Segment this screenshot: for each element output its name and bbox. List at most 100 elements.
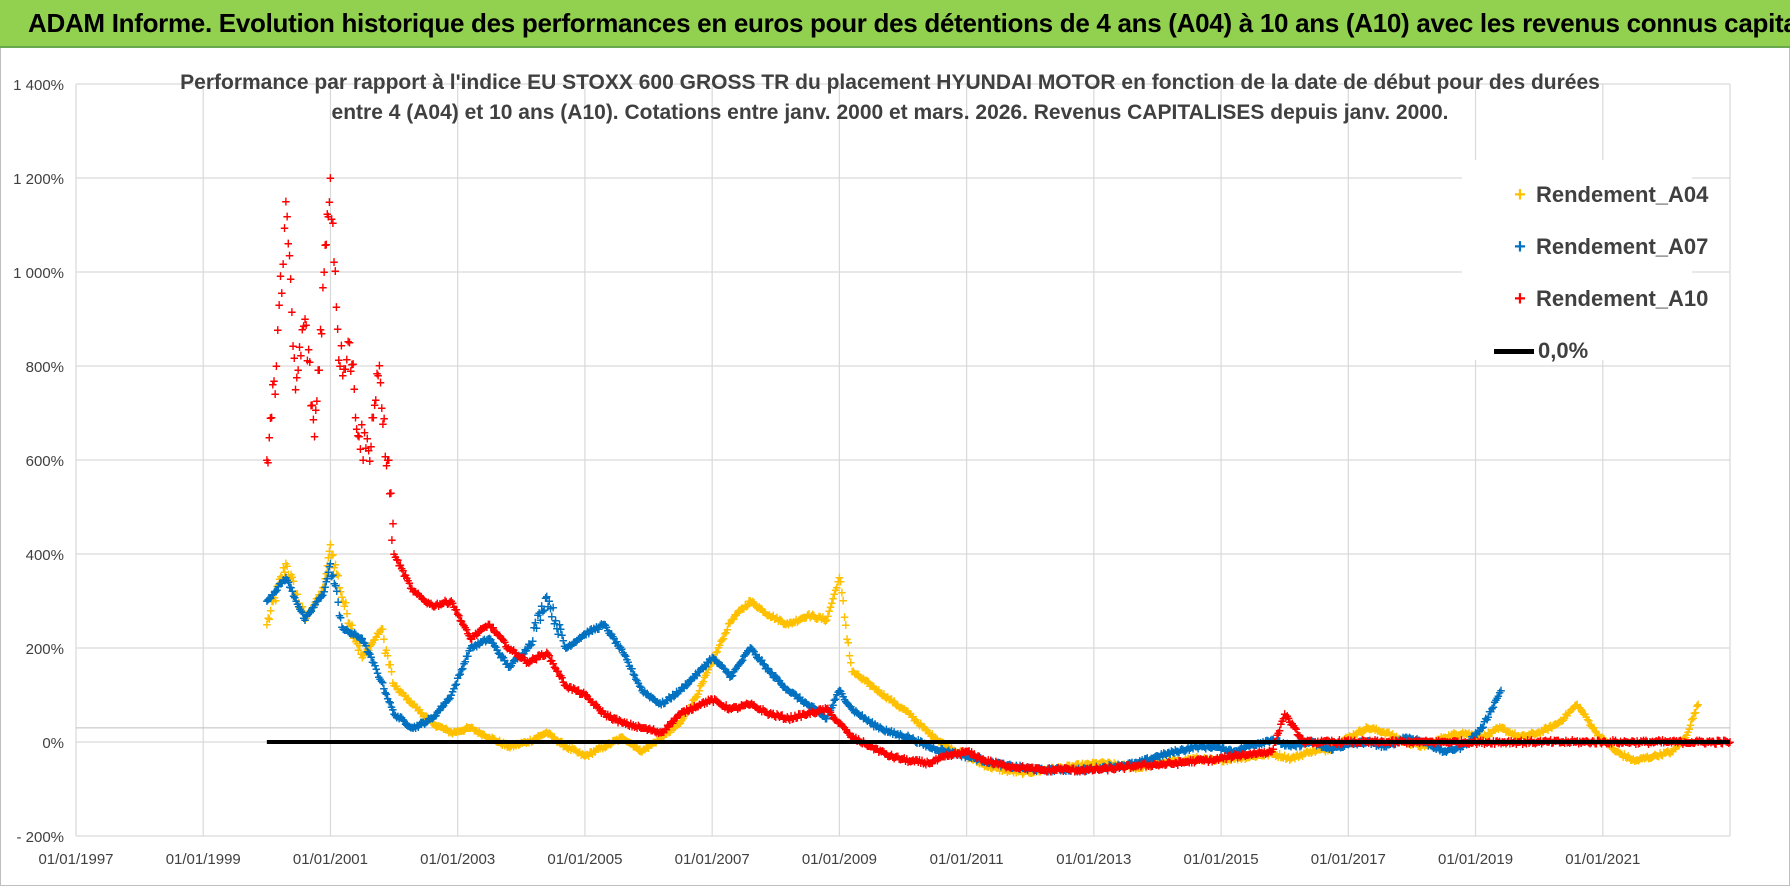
data-point: + (378, 622, 388, 636)
data-point: + (637, 744, 647, 758)
data-point: + (589, 744, 599, 758)
data-point: + (502, 657, 512, 671)
data-point: + (800, 611, 810, 625)
data-point: + (1421, 738, 1431, 752)
data-point: + (285, 572, 295, 586)
data-point: + (1437, 732, 1447, 746)
banner-title: ADAM Informe. Evolution historique des p… (28, 8, 1790, 39)
data-point: + (369, 633, 379, 647)
data-point: + (632, 739, 642, 753)
data-point: + (488, 636, 498, 650)
data-point: + (1669, 741, 1679, 755)
data-point: + (804, 607, 814, 621)
data-point: + (865, 679, 875, 693)
data-point: + (482, 730, 492, 744)
data-point: + (1229, 751, 1239, 765)
data-point: + (767, 610, 777, 624)
data-point: + (408, 721, 418, 735)
data-point: + (912, 715, 922, 729)
data-point: + (514, 649, 524, 663)
data-point: + (399, 714, 409, 728)
data-point: + (345, 626, 355, 640)
data-point: + (425, 712, 435, 726)
data-point: + (1609, 744, 1619, 758)
data-point: + (1042, 763, 1052, 777)
data-point: + (395, 710, 405, 724)
data-point: + (356, 631, 366, 645)
data-point: + (523, 641, 533, 655)
data-point: + (1679, 731, 1689, 745)
data-point: + (773, 614, 783, 628)
data-point: + (1026, 766, 1036, 780)
data-point: + (1362, 721, 1372, 735)
data-point: + (1551, 717, 1561, 731)
data-point: + (392, 679, 402, 693)
data-point: + (993, 760, 1003, 774)
data-point: + (534, 729, 544, 743)
data-point: + (1379, 725, 1389, 739)
data-point: + (337, 590, 347, 604)
data-point: + (1343, 737, 1353, 751)
data-point: + (1224, 752, 1234, 766)
data-point: + (417, 715, 427, 729)
data-point: + (671, 717, 681, 731)
data-point: + (907, 710, 917, 724)
data-point: + (1056, 760, 1066, 774)
data-point: + (1582, 713, 1592, 727)
data-point: + (574, 632, 584, 646)
data-point: + (1311, 743, 1321, 757)
data-point: + (292, 587, 302, 601)
data-point: + (632, 673, 642, 687)
data-point: + (554, 618, 564, 632)
data-point: + (1346, 730, 1356, 744)
data-point: + (958, 746, 968, 760)
data-point: + (1529, 727, 1539, 741)
data-point: + (1568, 701, 1578, 715)
data-point: + (1445, 730, 1455, 744)
data-point: + (1054, 761, 1064, 775)
data-point: + (325, 171, 335, 185)
data-point: + (655, 730, 665, 744)
data-point: + (579, 748, 589, 762)
data-point: + (329, 560, 339, 574)
data-point: + (1454, 728, 1464, 742)
data-point: + (1038, 763, 1048, 777)
data-point: + (581, 748, 591, 762)
data-point: + (568, 635, 578, 649)
data-point: + (1539, 721, 1549, 735)
data-point: + (563, 639, 573, 653)
data-point: + (739, 601, 749, 615)
data-point: + (866, 679, 876, 693)
data-point: + (1394, 732, 1404, 746)
data-point: + (1267, 733, 1277, 747)
data-point: + (544, 726, 554, 740)
data-point: + (271, 359, 281, 373)
data-point: + (301, 609, 311, 623)
data-point: + (951, 746, 961, 760)
data-point: + (750, 599, 760, 613)
data-point: + (626, 661, 636, 675)
data-point: + (388, 676, 398, 690)
data-point: + (590, 745, 600, 759)
data-point: + (747, 595, 757, 609)
x-tick-label: 01/01/2015 (1184, 851, 1259, 868)
data-point: + (1025, 766, 1035, 780)
data-point: + (572, 745, 582, 759)
data-point: + (942, 744, 952, 758)
data-point: + (1210, 754, 1220, 768)
data-point: + (277, 286, 287, 300)
data-point: + (1570, 699, 1580, 713)
data-point: + (803, 608, 813, 622)
data-point: + (851, 668, 861, 682)
data-point: + (797, 611, 807, 625)
data-point: + (1357, 725, 1367, 739)
data-point: + (1061, 760, 1071, 774)
data-point: + (1579, 707, 1589, 721)
data-point: + (267, 594, 277, 608)
data-point: + (733, 606, 743, 620)
data-point: + (456, 724, 466, 738)
data-point: + (664, 726, 674, 740)
data-point: + (446, 688, 456, 702)
data-point: + (884, 693, 894, 707)
data-point: + (305, 606, 315, 620)
